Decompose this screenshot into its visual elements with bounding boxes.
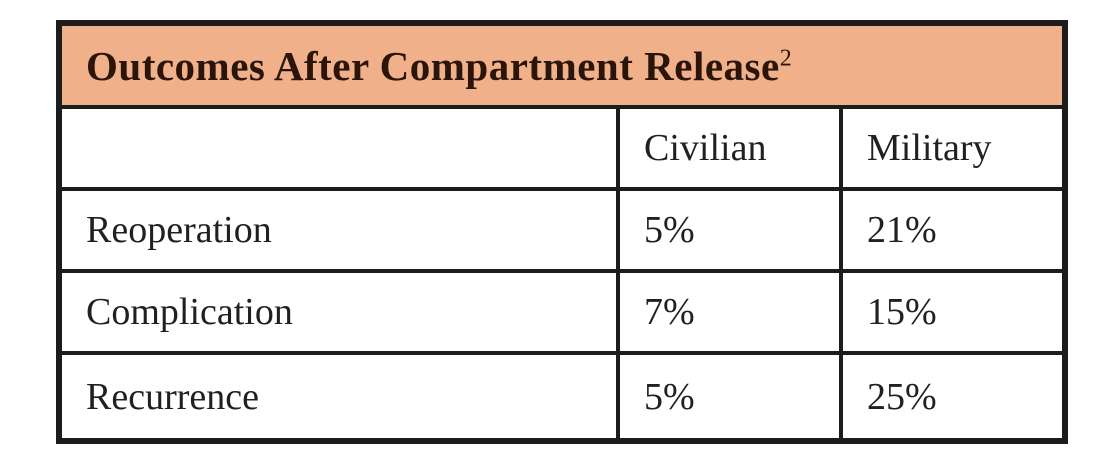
table-title-row: Outcomes After Compartment Release2 — [56, 21, 1068, 109]
column-header-row: Civilian Military — [57, 105, 1068, 191]
cell-civilian-value: 5% — [616, 351, 843, 443]
cell-military-value: 15% — [838, 269, 1068, 355]
column-header-military: Military — [838, 105, 1068, 191]
table-row-recurrence: Recurrence 5% 25% — [57, 351, 1068, 443]
outcomes-table-container: Outcomes After Compartment Release2 Civi… — [56, 20, 1069, 444]
column-header-empty — [57, 105, 620, 191]
column-header-civilian: Civilian — [616, 105, 843, 191]
cell-military-value: 25% — [838, 351, 1068, 443]
table-title-cell: Outcomes After Compartment Release2 — [56, 21, 1068, 109]
row-label: Recurrence — [57, 351, 620, 443]
cell-military-value: 21% — [838, 187, 1068, 273]
table-title-footnote-ref: 2 — [779, 44, 793, 71]
cell-civilian-value: 7% — [616, 269, 843, 355]
table-title: Outcomes After Compartment Release — [86, 42, 780, 89]
cell-civilian-value: 5% — [616, 187, 843, 273]
row-label: Complication — [57, 269, 620, 355]
outcomes-table: Outcomes After Compartment Release2 Civi… — [56, 20, 1069, 444]
table-row-complication: Complication 7% 15% — [57, 269, 1068, 355]
table-row-reoperation: Reoperation 5% 21% — [57, 187, 1068, 273]
row-label: Reoperation — [57, 187, 620, 273]
